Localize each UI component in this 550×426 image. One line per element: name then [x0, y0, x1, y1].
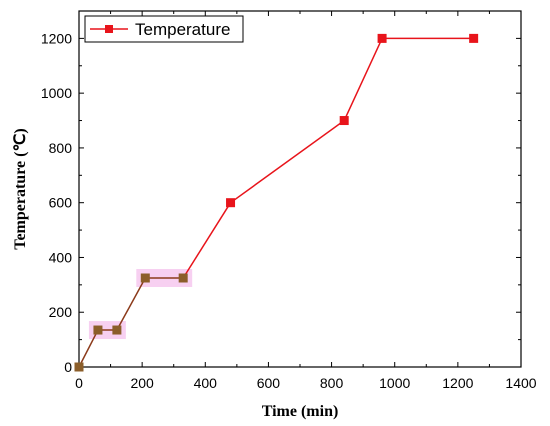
y-tick-label: 600 [49, 195, 73, 211]
series-markers [74, 33, 479, 372]
data-point-marker [339, 116, 349, 126]
x-tick-label: 400 [194, 375, 218, 391]
data-point-marker [469, 33, 479, 43]
x-tick-label: 1200 [442, 375, 473, 391]
series-segment [182, 202, 232, 279]
data-point-marker [226, 198, 236, 208]
highlight-regions [88, 269, 193, 340]
y-tick-label: 800 [49, 140, 73, 156]
x-tick-label: 1400 [505, 375, 536, 391]
data-point-marker [178, 273, 188, 283]
x-tick-label: 0 [75, 375, 83, 391]
y-axis-title: Temperature (℃) [12, 128, 29, 250]
y-tick-label: 1200 [41, 30, 72, 46]
y-tick-label: 0 [64, 359, 72, 375]
data-point-marker [140, 273, 150, 283]
y-tick-label: 400 [49, 249, 73, 265]
series-segment [230, 119, 345, 204]
series-lines [78, 37, 474, 368]
y-tick-label: 1000 [41, 85, 72, 101]
data-point-marker [74, 362, 84, 372]
legend-label: Temperature [135, 20, 230, 39]
x-tick-label: 1000 [379, 375, 410, 391]
data-point-marker [93, 325, 103, 335]
legend-marker [105, 25, 113, 33]
data-point-marker [377, 33, 387, 43]
plot-frame [78, 10, 522, 368]
x-tick-label: 600 [257, 375, 281, 391]
series-segment [343, 38, 383, 121]
y-tick-label: 200 [49, 304, 73, 320]
x-tick-label: 200 [130, 375, 154, 391]
x-axis-ticks: 0 200 400 600 800 1000 1200 1400 [75, 11, 537, 391]
series-segment [78, 329, 99, 368]
series-segment [116, 277, 146, 331]
x-tick-label: 800 [320, 375, 344, 391]
data-point-marker [112, 325, 122, 335]
x-axis-title: Time (min) [262, 403, 339, 420]
legend: Temperature [84, 15, 244, 43]
y-axis-ticks: 0 200 400 600 800 1000 1200 [41, 30, 521, 375]
